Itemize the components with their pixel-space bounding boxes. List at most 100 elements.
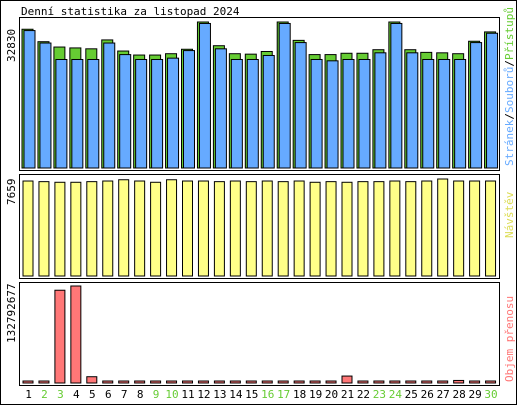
day-label-23: 23 <box>373 388 386 401</box>
bar-navstevy-day-8 <box>134 180 146 277</box>
day-label-27: 27 <box>437 388 450 401</box>
day-label-25: 25 <box>405 388 418 401</box>
bar-soubory-day-24 <box>390 22 403 169</box>
visits-panel-frame <box>19 174 500 279</box>
bar-soubory-day-23 <box>374 52 387 169</box>
bar-navstevy-day-23 <box>373 181 385 277</box>
day-label-3: 3 <box>57 388 64 401</box>
bar-soubory-day-28 <box>454 58 467 169</box>
bar-soubory-day-22 <box>358 58 371 169</box>
bar-navstevy-day-26 <box>421 180 433 277</box>
bar-navstevy-day-9 <box>150 181 162 277</box>
bar-soubory-day-17 <box>278 22 291 169</box>
bar-kb-day-30 <box>485 380 497 384</box>
kb-panel: 132792677 Objem přenosu <box>5 282 516 386</box>
bar-kb-day-20 <box>325 380 337 384</box>
day-label-9: 9 <box>153 388 160 401</box>
bar-navstevy-day-21 <box>341 181 353 277</box>
bar-navstevy-day-11 <box>182 180 193 277</box>
day-label-17: 17 <box>277 388 290 401</box>
bar-soubory-day-7 <box>119 54 132 169</box>
visits-legend: Návštěv <box>503 191 516 238</box>
bar-kb-day-16 <box>261 380 273 384</box>
bar-kb-day-4 <box>70 285 82 384</box>
day-label-18: 18 <box>293 388 306 401</box>
bar-navstevy-day-1 <box>22 180 34 277</box>
day-label-5: 5 <box>89 388 96 401</box>
bar-kb-day-11 <box>182 380 193 384</box>
visits-ymax-label: 7659 <box>5 179 18 206</box>
bar-soubory-day-9 <box>151 58 164 169</box>
legend-soubory: Souborů <box>503 67 516 113</box>
bar-navstevy-day-22 <box>357 181 369 277</box>
bar-kb-day-10 <box>166 380 178 384</box>
bar-navstevy-day-24 <box>389 180 401 277</box>
bar-soubory-day-15 <box>246 58 259 169</box>
bar-navstevy-day-14 <box>229 180 241 277</box>
bar-kb-day-28 <box>453 379 465 384</box>
bar-soubory-day-12 <box>198 22 211 169</box>
bar-kb-day-26 <box>421 380 433 384</box>
kb-legend: Objem přenosu <box>503 296 516 382</box>
bar-soubory-day-3 <box>55 58 68 169</box>
day-label-22: 22 <box>357 388 370 401</box>
day-label-10: 10 <box>165 388 178 401</box>
bar-kb-day-9 <box>150 380 162 384</box>
bar-navstevy-day-6 <box>102 180 114 277</box>
day-label-20: 20 <box>325 388 338 401</box>
bar-soubory-day-14 <box>230 58 243 169</box>
bar-kb-day-25 <box>405 380 417 384</box>
bar-kb-day-15 <box>245 380 257 384</box>
visits-panel: 7659 Návštěv <box>5 174 516 279</box>
bar-kb-day-22 <box>357 380 369 384</box>
day-label-16: 16 <box>261 388 274 401</box>
day-label-19: 19 <box>309 388 322 401</box>
day-label-1: 1 <box>25 388 32 401</box>
bar-soubory-day-29 <box>470 42 483 169</box>
day-label-29: 29 <box>468 388 481 401</box>
bar-soubory-day-26 <box>422 58 435 169</box>
bar-kb-day-6 <box>102 380 114 384</box>
day-labels: 1 2 3 4 5 6 7 8 9 10 11 12 13 14 15 16 17 18 19 20 21 22 23 24 2… <box>25 388 497 401</box>
bar-kb-day-8 <box>134 380 146 384</box>
bar-soubory-day-5 <box>87 58 100 169</box>
bar-navstevy-day-5 <box>86 181 98 277</box>
day-label-30: 30 <box>484 388 497 401</box>
day-label-26: 26 <box>421 388 434 401</box>
bar-navstevy-day-15 <box>245 181 257 277</box>
bar-navstevy-day-19 <box>309 181 321 277</box>
bar-kb-day-27 <box>437 380 449 384</box>
bar-kb-day-17 <box>277 380 289 384</box>
bar-kb-day-3 <box>54 289 66 384</box>
bar-navstevy-day-16 <box>261 180 273 277</box>
bar-kb-day-5 <box>86 376 98 384</box>
bar-kb-day-7 <box>118 380 130 384</box>
bar-soubory-day-4 <box>71 58 84 169</box>
bar-soubory-day-2 <box>39 42 52 169</box>
kb-ymax-label: 132792677 <box>5 283 18 343</box>
bar-navstevy-day-29 <box>469 180 481 277</box>
bar-navstevy-day-30 <box>485 180 497 277</box>
bar-kb-day-21 <box>341 375 353 384</box>
bar-navstevy-day-12 <box>197 180 209 277</box>
bar-navstevy-day-7 <box>118 179 130 277</box>
bar-soubory-day-1 <box>23 30 36 169</box>
legend-separator-2: / <box>503 60 516 67</box>
hits-ymax-label: 32830 <box>5 29 18 62</box>
bar-navstevy-day-2 <box>38 181 50 277</box>
bar-navstevy-day-25 <box>405 181 417 277</box>
bar-soubory-day-20 <box>326 60 339 169</box>
bar-soubory-day-11 <box>183 50 195 169</box>
day-label-8: 8 <box>137 388 144 401</box>
day-label-6: 6 <box>105 388 112 401</box>
bar-soubory-day-16 <box>262 54 275 169</box>
bar-navstevy-day-3 <box>54 181 66 277</box>
bar-kb-day-18 <box>293 380 305 384</box>
legend-stranky: Stránek <box>503 119 516 166</box>
bar-kb-day-23 <box>373 380 385 384</box>
bar-kb-day-12 <box>197 380 209 384</box>
hits-panel-frame <box>19 17 500 171</box>
bar-soubory-day-25 <box>406 52 419 169</box>
hits-bars <box>21 21 499 169</box>
bar-navstevy-day-28 <box>453 180 465 277</box>
